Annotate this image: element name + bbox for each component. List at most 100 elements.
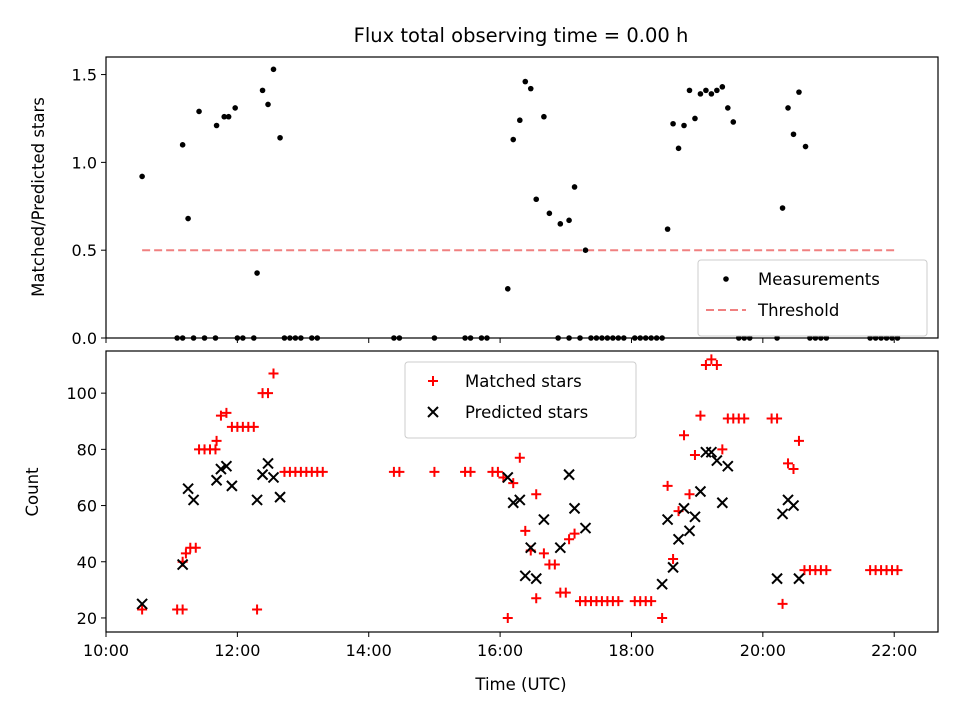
matched-star-point <box>793 435 804 446</box>
measurement-point <box>697 91 704 97</box>
predicted-star-point <box>538 513 550 526</box>
top-legend: Measurements Threshold <box>697 259 928 337</box>
measurement-point <box>254 270 260 276</box>
matched-star-point <box>221 407 232 418</box>
bottom-axes: 20 40 60 80 100 10:00 12:00 14:00 16:00 18:00 20:… <box>23 350 939 694</box>
matched-star-point <box>668 553 679 564</box>
y-tick-label: 80 <box>77 440 97 459</box>
measurement-point <box>785 105 791 111</box>
matched-star-point <box>549 559 560 570</box>
matched-star-point <box>657 612 668 623</box>
matched-star-point <box>429 466 440 477</box>
y-tick-label: 0.0 <box>72 329 97 348</box>
predicted-star-point <box>226 480 238 492</box>
measurement-point <box>719 84 726 90</box>
matched-star-point <box>706 354 717 365</box>
measurement-point <box>533 196 540 203</box>
predicted-star-point <box>683 525 696 537</box>
x-tick-label: 12:00 <box>214 641 260 660</box>
measurement-point <box>517 117 523 124</box>
x-tick-label: 20:00 <box>740 641 786 660</box>
matched-star-point <box>679 430 690 441</box>
measurement-point <box>802 143 809 150</box>
matched-star-point <box>821 565 832 576</box>
matched-star-point <box>646 596 657 607</box>
legend-box <box>404 361 637 439</box>
matched-star-point <box>190 542 201 553</box>
measurement-point <box>270 66 277 73</box>
predicted-star-point <box>722 460 734 472</box>
measurement-point <box>504 286 511 292</box>
measurement-point <box>232 105 238 111</box>
top-y-axis-label: Matched/Predicted stars <box>29 97 48 297</box>
measurement-point <box>708 91 715 97</box>
x-axis-label: Time (UTC) <box>474 675 566 694</box>
predicted-star-point <box>519 570 531 582</box>
matched-star-point <box>695 410 706 421</box>
bottom-y-axis-label: Count <box>23 467 42 517</box>
measurement-point <box>725 105 731 111</box>
y-tick-label: 0.5 <box>72 241 97 260</box>
measurement-point <box>546 210 553 217</box>
y-tick-label: 1.0 <box>72 153 97 172</box>
x-tick-label: 18:00 <box>608 641 654 660</box>
measurement-point <box>277 134 283 141</box>
predicted-star-point <box>514 494 526 506</box>
predicted-star-point <box>262 457 274 470</box>
matched-star-point <box>538 548 549 559</box>
predicted-star-point <box>182 482 194 495</box>
top-axes-frame <box>105 56 939 339</box>
measurement-point <box>213 122 220 129</box>
predicted-star-point <box>793 572 805 585</box>
matched-star-point <box>252 604 263 615</box>
matched-star-point <box>520 525 531 536</box>
matched-star-point <box>317 466 328 477</box>
matched-star-point <box>177 604 188 615</box>
matched-star-point <box>711 360 722 371</box>
predicted-star-point <box>667 561 679 574</box>
measurement-point <box>265 101 271 108</box>
legend-swatch <box>427 406 439 418</box>
predicted-star-point <box>689 511 701 523</box>
predicted-star-point <box>251 494 263 506</box>
predicted-star-point <box>210 474 223 486</box>
predicted-star-point <box>220 460 233 472</box>
matched-star-point <box>892 565 903 576</box>
matched-star-point <box>394 466 405 477</box>
matched-star-point <box>739 413 750 424</box>
matched-star-point <box>564 534 575 545</box>
measurement-point <box>541 113 547 120</box>
matched-star-point <box>492 466 503 477</box>
legend-swatch <box>428 376 438 386</box>
predicted-star-point <box>656 578 668 590</box>
predicted-star-point <box>502 471 514 484</box>
predicted-star-point <box>579 522 592 534</box>
predicted-star-point <box>274 491 286 503</box>
matched-star-point <box>531 593 542 604</box>
matched-star-point <box>662 480 673 491</box>
matched-star-point <box>788 464 799 475</box>
measurement-point <box>686 87 693 94</box>
matched-star-point <box>560 587 571 598</box>
predicted-star-point <box>530 572 542 585</box>
x-tick-label: 22:00 <box>871 641 917 660</box>
bottom-axes-frame <box>105 350 939 633</box>
predicted-star-point <box>716 497 729 509</box>
y-tick-label: 100 <box>66 384 97 403</box>
matched-star-point <box>569 528 580 539</box>
legend-label: Matched stars <box>465 372 582 391</box>
measurement-point <box>510 136 517 143</box>
predicted-star-point <box>256 468 269 481</box>
measurement-point <box>179 142 186 148</box>
legend-label: Threshold <box>757 301 839 320</box>
matched-star-point <box>514 452 525 463</box>
predicted-star-point <box>672 533 685 545</box>
measurement-point <box>692 115 698 122</box>
predicted-star-point <box>787 499 800 512</box>
measurement-point <box>571 184 578 190</box>
x-tick-label: 16:00 <box>477 641 523 660</box>
predicted-star-point <box>771 572 783 585</box>
matched-star-point <box>684 489 695 500</box>
chart-title: Flux total observing time = 0.00 h <box>354 24 689 47</box>
